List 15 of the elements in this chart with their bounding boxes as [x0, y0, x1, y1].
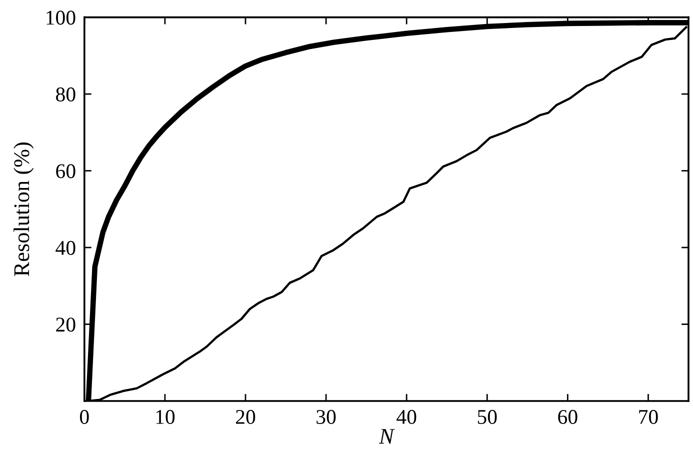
x-tick-label: 70	[639, 410, 658, 424]
y-tick-label: 20	[56, 318, 76, 332]
y-tick-label: 40	[56, 240, 76, 255]
x-tick-label: 40	[396, 410, 416, 424]
x-tick-label: 0	[80, 410, 89, 424]
x-tick-label: 50	[478, 410, 497, 424]
y-axis-title: Resolution (%)	[14, 142, 34, 276]
y-tick-label: 80	[56, 87, 76, 102]
y-tick-label: 60	[56, 164, 76, 178]
x-axis-title: N	[378, 429, 395, 444]
x-tick-label: 30	[316, 410, 336, 424]
x-tick-label: 10	[156, 410, 175, 424]
y-tick-label: 100	[46, 10, 76, 25]
x-tick-label: 60	[558, 410, 578, 424]
x-tick-label: 20	[236, 410, 256, 424]
